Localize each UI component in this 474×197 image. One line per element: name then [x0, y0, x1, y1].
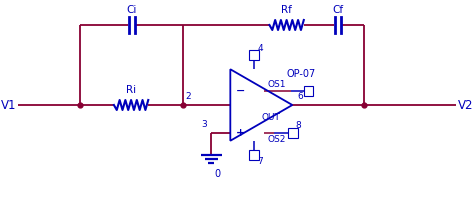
Bar	[303, 86, 313, 96]
Bar	[288, 128, 298, 138]
Text: 2: 2	[185, 92, 191, 101]
Text: 3: 3	[201, 120, 208, 129]
Text: 7: 7	[258, 157, 264, 166]
Text: +: +	[236, 128, 246, 138]
Text: 8: 8	[295, 121, 301, 130]
Text: Ri: Ri	[126, 85, 136, 95]
Bar	[249, 50, 259, 60]
Text: V2: V2	[457, 98, 473, 112]
Text: 6: 6	[297, 92, 303, 101]
Text: OP-07: OP-07	[286, 69, 316, 79]
Text: 4: 4	[258, 44, 264, 53]
Text: Rf: Rf	[281, 5, 292, 15]
Text: 0: 0	[214, 169, 220, 179]
Text: OUT: OUT	[262, 113, 281, 122]
Text: Cf: Cf	[333, 5, 344, 15]
Text: OS2: OS2	[267, 135, 286, 144]
Bar	[249, 150, 259, 160]
Text: −: −	[236, 86, 246, 96]
Text: V1: V1	[1, 98, 17, 112]
Text: Ci: Ci	[127, 5, 137, 15]
Text: OS1: OS1	[267, 80, 286, 89]
